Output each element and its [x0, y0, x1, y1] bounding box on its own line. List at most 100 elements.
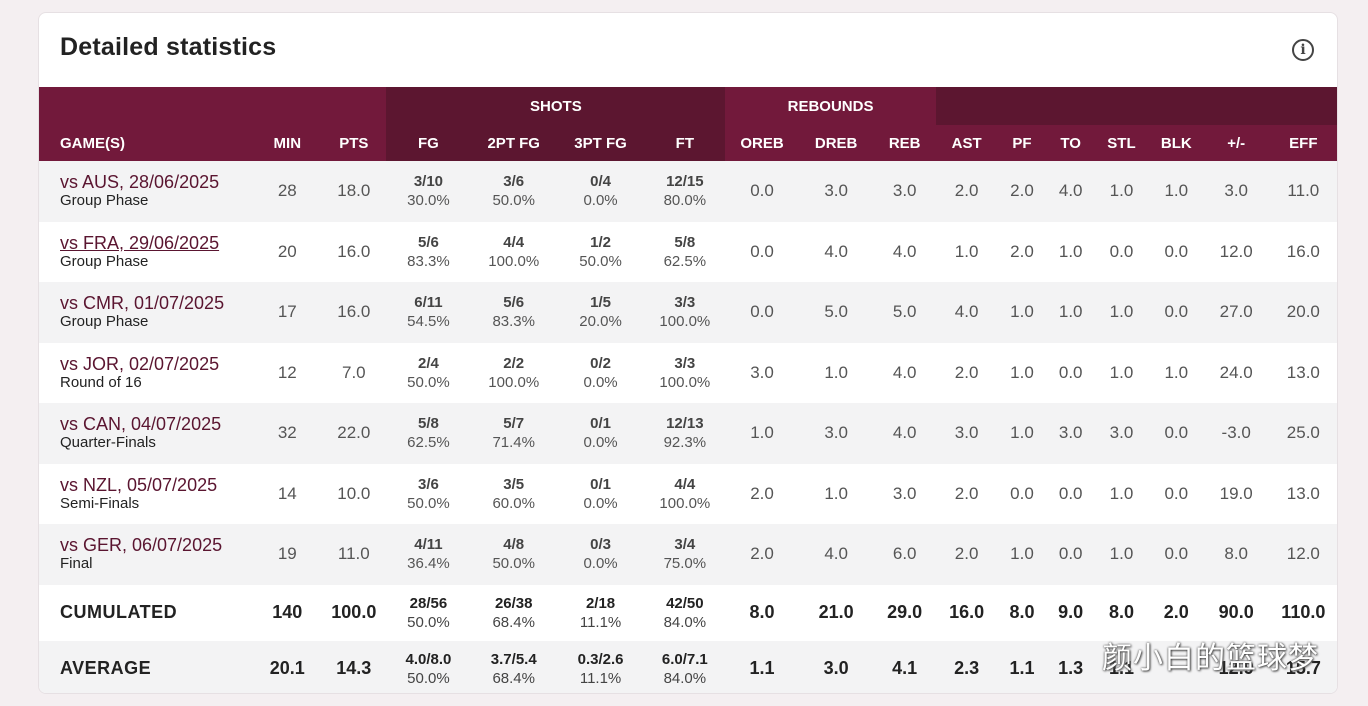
col-header-oreb[interactable]: OREB	[725, 125, 799, 161]
col-header-stl[interactable]: STL	[1095, 125, 1148, 161]
ft-made-attempted: 5/8	[674, 233, 696, 251]
ft-made-attempted: 42/50	[666, 594, 704, 612]
cell-fg: 5/8 62.5%	[386, 403, 471, 464]
fg-percentage: 30.0%	[407, 192, 450, 210]
col-header-2pt-fg[interactable]: 2PT FG	[470, 125, 557, 161]
cell-to: 1.0	[1046, 221, 1096, 282]
cell-pm: 12.9	[1204, 640, 1268, 693]
col-header-reb[interactable]: REB	[873, 125, 936, 161]
3pt-fg-percentage: 0.0%	[583, 494, 618, 512]
fg-percentage: 50.0%	[407, 669, 450, 687]
cell-min: 20	[253, 221, 322, 282]
cell-eff: 20.0	[1267, 282, 1337, 343]
cell-dreb: 3.0	[798, 161, 874, 222]
cell-stl: 1.0	[1095, 524, 1148, 585]
cell-ft: 4/4 100.0%	[644, 463, 726, 524]
col-header-plus-minus[interactable]: +/-	[1204, 125, 1268, 161]
col-header-game[interactable]: GAME(S)	[39, 125, 254, 161]
col-header-ast[interactable]: AST	[935, 125, 998, 161]
2pt-fg-percentage: 100.0%	[488, 373, 540, 391]
cell-eff: 110.0	[1267, 584, 1337, 641]
cell-fg: 4/11 36.4%	[386, 524, 471, 585]
game-link[interactable]: vs AUS, 28/06/2025	[60, 172, 220, 193]
game-link[interactable]: vs NZL, 05/07/2025	[60, 474, 218, 495]
col-header-blk[interactable]: BLK	[1147, 125, 1205, 161]
cell-pts: 22.0	[321, 403, 387, 464]
3pt-fg-made-attempted: 0/1	[590, 415, 611, 433]
cell-oreb: 0.0	[725, 221, 799, 282]
table-row: vs CMR, 01/07/2025 Group Phase 17 16.0 6/11 5…	[39, 282, 1337, 343]
cell-2pt-fg: 4/8 50.0%	[470, 524, 557, 585]
stats-body: vs AUS, 28/06/2025 Group Phase 28 18.0 3/10 3…	[39, 161, 1337, 693]
cell-blk	[1147, 640, 1205, 693]
fg-made-attempted: 4.0/8.0	[405, 650, 452, 668]
col-header-fg[interactable]: FG	[386, 125, 471, 161]
fg-made-attempted: 2/4	[418, 354, 439, 372]
cell-ft: 12/13 92.3%	[644, 403, 726, 464]
cell-to: 9.0	[1046, 584, 1096, 641]
col-header-min[interactable]: MIN	[253, 125, 322, 161]
cell-min: 17	[253, 282, 322, 343]
cell-3pt-fg: 0/4 0.0%	[556, 161, 645, 222]
col-header-to[interactable]: TO	[1046, 125, 1096, 161]
cell-2pt-fg: 3/6 50.0%	[470, 161, 557, 222]
cell-ft: 6.0/7.1 84.0%	[644, 640, 726, 693]
ft-percentage: 75.0%	[663, 555, 707, 573]
cell-to: 0.0	[1046, 463, 1096, 524]
col-header-pts[interactable]: PTS	[321, 125, 387, 161]
game-link[interactable]: vs CAN, 04/07/2025	[60, 414, 222, 435]
cell-ast: 1.0	[935, 221, 998, 282]
col-header-ft[interactable]: FT	[644, 125, 726, 161]
cell-to: 1.3	[1046, 640, 1096, 693]
col-header-eff[interactable]: EFF	[1267, 125, 1337, 161]
ft-percentage: 80.0%	[663, 192, 707, 210]
ft-percentage: 92.3%	[663, 434, 707, 452]
cell-oreb: 0.0	[725, 161, 799, 222]
cell-game: vs AUS, 28/06/2025 Group Phase	[39, 161, 254, 222]
cell-pm: 24.0	[1204, 342, 1268, 403]
cell-3pt-fg: 0.3/2.6 11.1%	[556, 640, 645, 693]
cell-oreb: 2.0	[725, 524, 799, 585]
cell-reb: 6.0	[873, 524, 936, 585]
cell-game: vs JOR, 02/07/2025 Round of 16	[39, 342, 254, 403]
cell-eff: 13.0	[1267, 463, 1337, 524]
col-header-dreb[interactable]: DREB	[798, 125, 874, 161]
cell-min: 140	[253, 584, 322, 641]
cell-pm: 3.0	[1204, 161, 1268, 222]
cell-oreb: 1.0	[725, 403, 799, 464]
cell-stl: 0.0	[1095, 221, 1148, 282]
cumulated-row: CUMULATED 140 100.0 28/56 50.0% 26/38 68.4% 2/1…	[39, 584, 1337, 641]
cell-pm: 8.0	[1204, 524, 1268, 585]
fg-percentage: 50.0%	[407, 613, 450, 631]
cell-pf: 0.0	[997, 463, 1047, 524]
game-link[interactable]: vs GER, 06/07/2025	[60, 535, 223, 556]
col-header-3pt-fg[interactable]: 3PT FG	[556, 125, 645, 161]
cell-reb: 3.0	[873, 463, 936, 524]
2pt-fg-made-attempted: 3/5	[503, 475, 525, 493]
info-icon[interactable]: i	[1292, 39, 1314, 61]
ft-percentage: 84.0%	[663, 613, 707, 631]
cell-min: 20.1	[253, 640, 322, 693]
cell-eff: 15.7	[1267, 640, 1337, 693]
cell-dreb: 5.0	[798, 282, 874, 343]
average-label: AVERAGE	[39, 640, 254, 693]
game-link[interactable]: vs JOR, 02/07/2025	[60, 353, 220, 374]
game-phase: Round of 16	[60, 373, 142, 391]
3pt-fg-percentage: 11.1%	[579, 669, 622, 687]
col-header-pf[interactable]: PF	[997, 125, 1047, 161]
cell-3pt-fg: 0/1 0.0%	[556, 403, 645, 464]
cell-stl: 1.0	[1095, 282, 1148, 343]
game-link[interactable]: vs FRA, 29/06/2025	[60, 232, 220, 253]
game-link[interactable]: vs CMR, 01/07/2025	[60, 293, 225, 314]
cell-blk: 2.0	[1147, 584, 1205, 641]
ft-made-attempted: 3/4	[674, 536, 696, 554]
2pt-fg-made-attempted: 3.7/5.4	[490, 650, 537, 668]
3pt-fg-made-attempted: 0.3/2.6	[577, 650, 624, 668]
fg-made-attempted: 3/10	[413, 173, 444, 191]
3pt-fg-made-attempted: 0/2	[590, 354, 611, 372]
cell-fg: 5/6 83.3%	[386, 221, 471, 282]
cell-ft: 3/4 75.0%	[644, 524, 726, 585]
cell-ast: 3.0	[935, 403, 998, 464]
game-phase: Group Phase	[60, 192, 149, 210]
cell-eff: 25.0	[1267, 403, 1337, 464]
